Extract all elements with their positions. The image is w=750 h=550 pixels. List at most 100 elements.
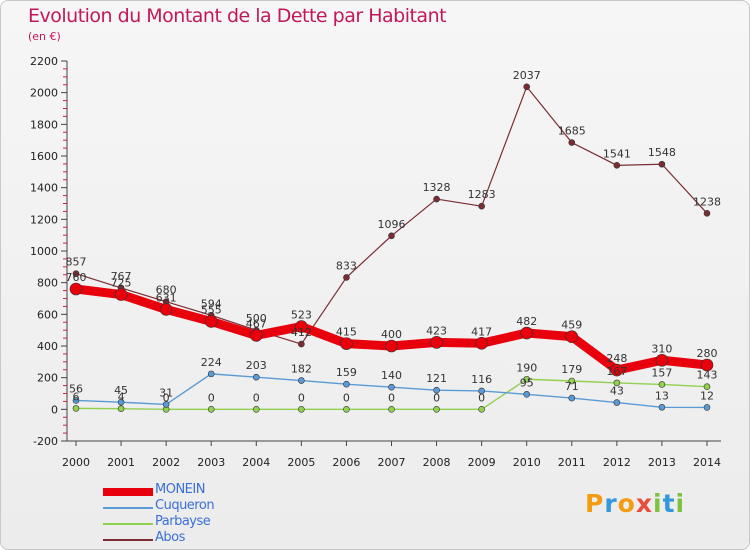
data-label-cuqueron: 31 [159,386,173,399]
data-point-parbayse [252,406,260,413]
data-label-parbayse: 179 [561,363,582,376]
data-label-parbayse: 157 [651,366,672,379]
data-label-parbayse: 6 [73,390,80,403]
data-point-parbayse [388,406,395,413]
data-label-abos: 767 [111,270,132,283]
data-point-cuqueron [658,403,666,411]
data-point-cuqueron [613,399,621,406]
data-point-parbayse [298,406,305,413]
data-label-parbayse: 0 [253,391,260,404]
x-tick-label: 2000 [62,456,90,469]
data-label-abos: 1548 [648,146,676,159]
data-point-parbayse [343,406,350,413]
data-point-monein [204,315,218,328]
data-point-monein [385,339,398,353]
data-label-parbayse: 0 [298,391,305,404]
x-tick-label: 2011 [558,456,586,469]
data-point-monein [475,337,488,350]
data-label-abos: 1096 [378,218,406,231]
data-label-cuqueron: 13 [655,389,669,402]
data-label-cuqueron: 224 [201,356,222,369]
data-point-monein [159,303,173,316]
y-tick-label: 1200 [30,213,58,226]
y-tick-label: 1000 [30,245,58,258]
legend-label-abos: Abos [155,530,185,545]
data-label-parbayse: 0 [343,391,350,404]
data-point-monein [249,329,263,342]
data-label-cuqueron: 140 [381,369,402,382]
data-point-cuqueron [117,398,125,406]
data-label-monein: 415 [336,326,357,339]
data-point-cuqueron [162,401,170,408]
data-label-monein: 725 [111,277,132,290]
legend-label-cuqueron: Cuqueron [155,498,215,513]
chart-title: Evolution du Montant de la Dette par Hab… [28,5,447,27]
data-point-abos [568,139,576,146]
data-label-monein: 467 [246,317,267,330]
data-point-abos [658,160,666,168]
data-point-parbayse [433,406,440,413]
data-label-monein: 423 [426,324,447,337]
data-point-abos [523,83,531,91]
legend-swatch-parbayse [103,523,153,525]
data-label-monein: 310 [651,342,672,355]
data-point-cuqueron [433,386,440,394]
data-point-cuqueron [72,397,80,404]
data-point-monein [114,288,128,301]
data-label-monein: 417 [471,325,492,338]
data-label-parbayse: 143 [697,369,718,382]
data-point-monein [700,358,714,372]
data-point-monein [655,353,669,367]
data-label-abos: 412 [291,326,312,339]
data-label-cuqueron: 71 [565,380,579,393]
data-label-parbayse: 0 [388,391,395,404]
x-tick-label: 2003 [197,456,225,469]
y-tick-label: 800 [37,277,58,290]
data-point-monein [610,363,624,377]
data-point-abos [478,202,485,210]
y-tick-label: 1600 [30,150,58,163]
data-point-cuqueron [703,404,711,411]
data-point-cuqueron [568,394,576,402]
data-point-parbayse [117,405,125,413]
data-point-cuqueron [388,383,395,391]
x-tick-label: 2009 [468,456,496,469]
logo-letter: r [604,489,618,518]
data-point-abos [433,195,440,203]
data-label-cuqueron: 43 [610,385,624,398]
data-point-cuqueron [478,387,485,395]
data-label-monein: 482 [516,315,537,328]
data-point-parbayse [568,377,576,385]
data-label-abos: 594 [201,297,222,310]
proxiti-logo: Proxiti [585,489,685,518]
data-label-parbayse: 167 [606,365,627,378]
data-label-abos: 1283 [468,188,496,201]
data-label-monein: 760 [66,271,87,284]
x-tick-label: 2007 [378,456,406,469]
data-label-parbayse: 4 [118,391,125,404]
data-label-abos: 1685 [558,125,586,138]
legend-label-monein: MONEIN [155,482,205,497]
y-tick-label: 1800 [30,118,58,131]
y-tick-label: 600 [37,308,58,321]
data-point-cuqueron [298,377,305,384]
data-label-cuqueron: 116 [471,373,492,386]
data-label-abos: 680 [156,284,177,297]
data-label-cuqueron: 95 [520,376,534,389]
data-label-cuqueron: 121 [426,372,447,385]
legend-swatch-monein [103,488,153,496]
data-label-monein: 555 [201,303,222,316]
data-point-cuqueron [523,390,531,398]
data-point-parbayse [478,406,485,413]
unit-label: (en €) [28,30,61,43]
data-point-abos [703,210,711,217]
data-label-parbayse: 190 [516,361,537,374]
x-tick-label: 2013 [648,456,676,469]
y-tick-label: 1400 [30,182,58,195]
data-label-abos: 1238 [693,195,721,208]
logo-letter: i [675,489,686,518]
logo-letter: o [617,489,636,518]
data-label-abos: 1328 [423,181,451,194]
data-label-parbayse: 0 [478,391,485,404]
